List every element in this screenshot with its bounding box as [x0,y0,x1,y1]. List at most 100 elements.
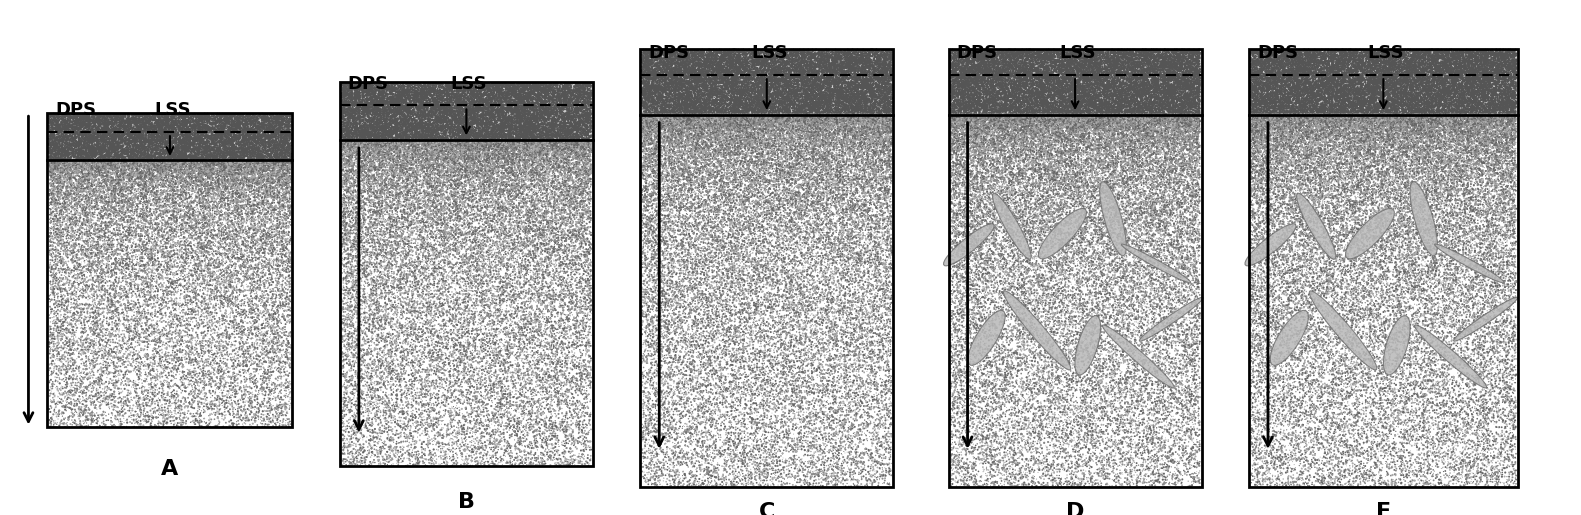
Point [117,413,142,421]
Point [103,197,128,205]
Point [1407,61,1432,69]
Point [672,150,697,159]
Point [1432,134,1458,143]
Point [814,291,840,300]
Point [539,130,564,139]
Point [187,148,212,157]
Point [858,134,884,143]
Point [977,180,1002,188]
Point [692,96,718,105]
Point [1048,94,1073,102]
Point [971,379,996,387]
Point [403,342,428,350]
Point [172,221,198,229]
Point [1366,102,1391,110]
Point [661,99,686,107]
Point [212,284,237,292]
Point [789,455,814,464]
Point [275,293,300,301]
Point [1459,443,1485,451]
Point [504,116,530,125]
Point [794,479,819,487]
Point [708,122,734,130]
Point [104,160,130,168]
Point [1317,153,1342,161]
Point [365,79,391,88]
Point [800,302,825,310]
Point [1013,52,1039,60]
Point [1271,333,1296,341]
Point [202,132,228,141]
Point [1067,260,1092,268]
Point [266,198,291,207]
Point [1406,180,1431,188]
Point [444,162,470,170]
Point [1007,108,1032,116]
Point [425,401,451,409]
Point [800,435,825,443]
Point [1372,202,1398,210]
Point [213,138,239,146]
Point [1469,111,1494,119]
Point [1364,165,1390,174]
Point [754,88,779,96]
Point [1039,369,1064,377]
Point [490,328,515,336]
Point [1268,109,1293,117]
Point [1341,347,1366,355]
Point [727,132,753,141]
Point [1012,356,1037,365]
Point [1050,84,1075,93]
Point [1298,111,1323,119]
Point [711,46,737,54]
Point [1172,104,1197,112]
Point [427,268,452,277]
Point [1371,171,1396,179]
Point [1149,377,1175,385]
Point [1073,193,1099,201]
Point [117,180,142,188]
Point [372,289,397,297]
Point [781,400,806,408]
Point [1423,190,1448,198]
Point [373,364,398,372]
Point [1355,118,1380,127]
Point [779,129,805,137]
Point [1118,263,1143,271]
Point [447,323,473,331]
Point [1282,255,1307,264]
Point [1383,63,1409,71]
Point [114,280,139,288]
Point [1168,57,1194,65]
Point [1107,447,1132,455]
Point [950,84,975,92]
Point [62,151,87,159]
Point [1042,129,1067,138]
Point [827,112,852,121]
Point [1437,144,1462,152]
Point [639,215,664,224]
Point [119,199,144,208]
Point [1330,76,1355,84]
Point [1298,132,1323,141]
Point [822,338,847,347]
Point [481,139,506,147]
Point [825,86,851,94]
Point [719,80,745,89]
Point [362,145,387,153]
Point [1326,69,1352,77]
Point [482,112,508,121]
Point [1007,76,1032,84]
Point [811,242,836,250]
Point [710,100,735,108]
Point [485,114,511,123]
Point [805,335,830,344]
Point [451,96,476,105]
Point [987,121,1012,129]
Point [139,176,164,184]
Point [395,137,421,145]
Point [482,145,508,153]
Point [1051,67,1077,76]
Point [767,49,792,58]
Point [438,139,463,147]
